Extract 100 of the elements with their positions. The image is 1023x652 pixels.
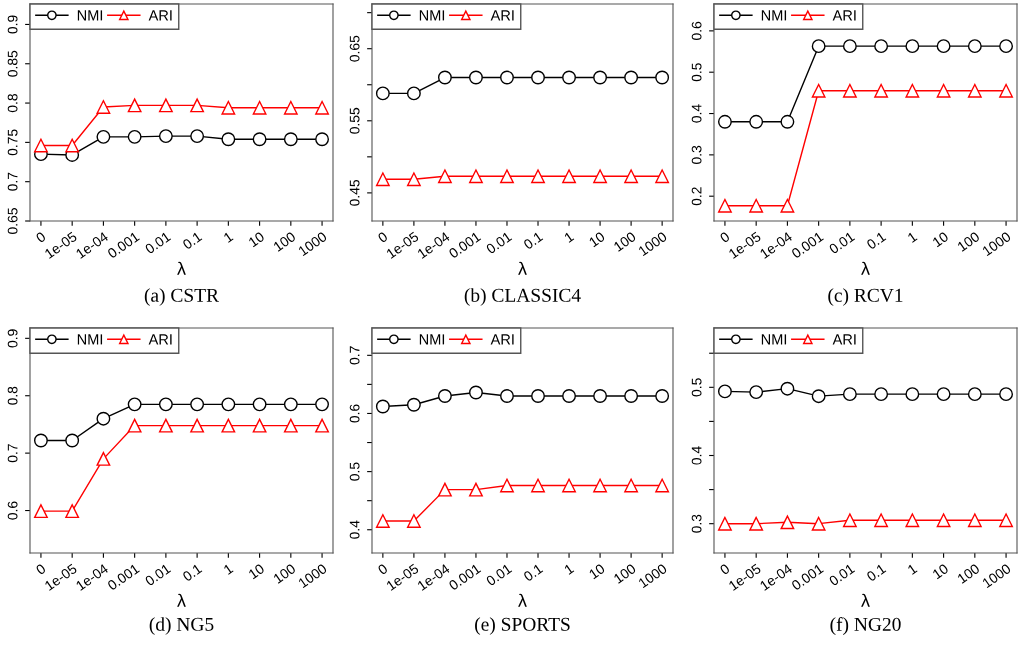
point [874,83,889,98]
x-tick-label: 0 [719,563,731,576]
point [252,418,267,433]
point [842,83,857,98]
y-tick-label: 0.3 [691,145,702,164]
x-axis-title: λ [861,593,870,607]
x-tick-label: 100 [613,231,637,252]
point [624,169,639,184]
point [562,169,576,184]
point [375,399,390,414]
point [655,70,670,85]
point [905,513,920,528]
point [562,70,576,85]
y-tick-label: 0.5 [349,462,360,481]
text: (e) SPORTS [475,617,570,635]
y-tick-label: 0.6 [7,501,18,520]
point [500,70,514,85]
legend-label: ARI [148,10,172,21]
x-tick-label: 1 [907,231,918,243]
point [252,132,267,147]
point [593,169,608,184]
point [780,198,795,213]
point [811,389,826,404]
point [283,100,298,115]
x-tick-label: 100 [272,231,297,252]
point [375,514,390,528]
point [717,114,732,129]
x-tick-label: 100 [272,563,297,584]
point [500,169,514,184]
point [406,172,421,187]
point [936,83,951,98]
point [531,70,545,85]
point [780,381,795,396]
point [842,387,857,402]
y-tick-label: 0.75 [7,129,18,156]
legend-label: NMI [761,334,787,345]
x-tick-label: 100 [956,563,981,584]
legend-label: NMI [77,334,103,345]
point [780,114,795,129]
y-tick-label: 0.45 [349,179,360,206]
point [252,397,267,412]
point [406,514,421,528]
point [33,138,48,153]
point [158,418,173,433]
point [874,513,889,528]
point [406,397,421,412]
point [562,478,576,493]
x-tick-label: 10 [588,563,606,580]
x-tick-label: 0.1 [865,231,887,250]
point [842,513,857,528]
point [999,513,1014,528]
point [469,169,483,184]
x-tick-label: 1 [563,563,575,575]
x-tick-label: 0.1 [522,231,544,250]
point [500,389,514,403]
y-tick-label: 0.5 [691,378,702,397]
legend-label: ARI [832,10,856,21]
point [65,138,80,153]
point [874,387,889,402]
legend-label: NMI [419,334,445,345]
x-tick-label: 100 [613,563,637,584]
point [96,100,111,114]
point [315,418,330,433]
point [127,98,142,113]
legend-label: NMI [419,10,445,21]
point [158,397,173,412]
point [842,39,857,54]
x-tick-label: 10 [588,231,606,248]
point [437,169,452,184]
text: (d) NG5 [149,617,214,635]
legend-label: ARI [832,334,856,345]
y-tick-label: 0.85 [7,50,18,77]
point [375,86,390,101]
x-tick-label: 10 [932,231,949,248]
text: (c) RCV1 [828,288,903,306]
y-tick-label: 0.4 [691,446,702,465]
y-tick-label: 0.6 [691,21,702,40]
y-tick-label: 0.9 [7,15,18,34]
point [500,478,514,493]
point [749,114,764,129]
point [437,70,452,85]
point [624,389,639,403]
x-tick-label: 0.1 [865,563,887,582]
point [221,418,236,433]
point [33,504,48,519]
text: (a) CSTR [144,288,220,306]
x-tick-label: 0.01 [144,231,172,255]
x-tick-label: 1 [563,231,575,243]
x-tick-label: 100 [956,231,981,252]
x-tick-label: 1 [223,563,234,575]
point [624,478,639,493]
point [967,513,982,528]
point [593,478,608,493]
point [811,83,826,98]
point [999,387,1014,402]
x-tick-label: 0 [35,231,47,244]
x-tick-label: 0.01 [485,563,513,587]
x-axis-title: λ [518,261,527,275]
x-tick-label: 10 [932,563,949,580]
x-axis-title: λ [177,261,186,275]
